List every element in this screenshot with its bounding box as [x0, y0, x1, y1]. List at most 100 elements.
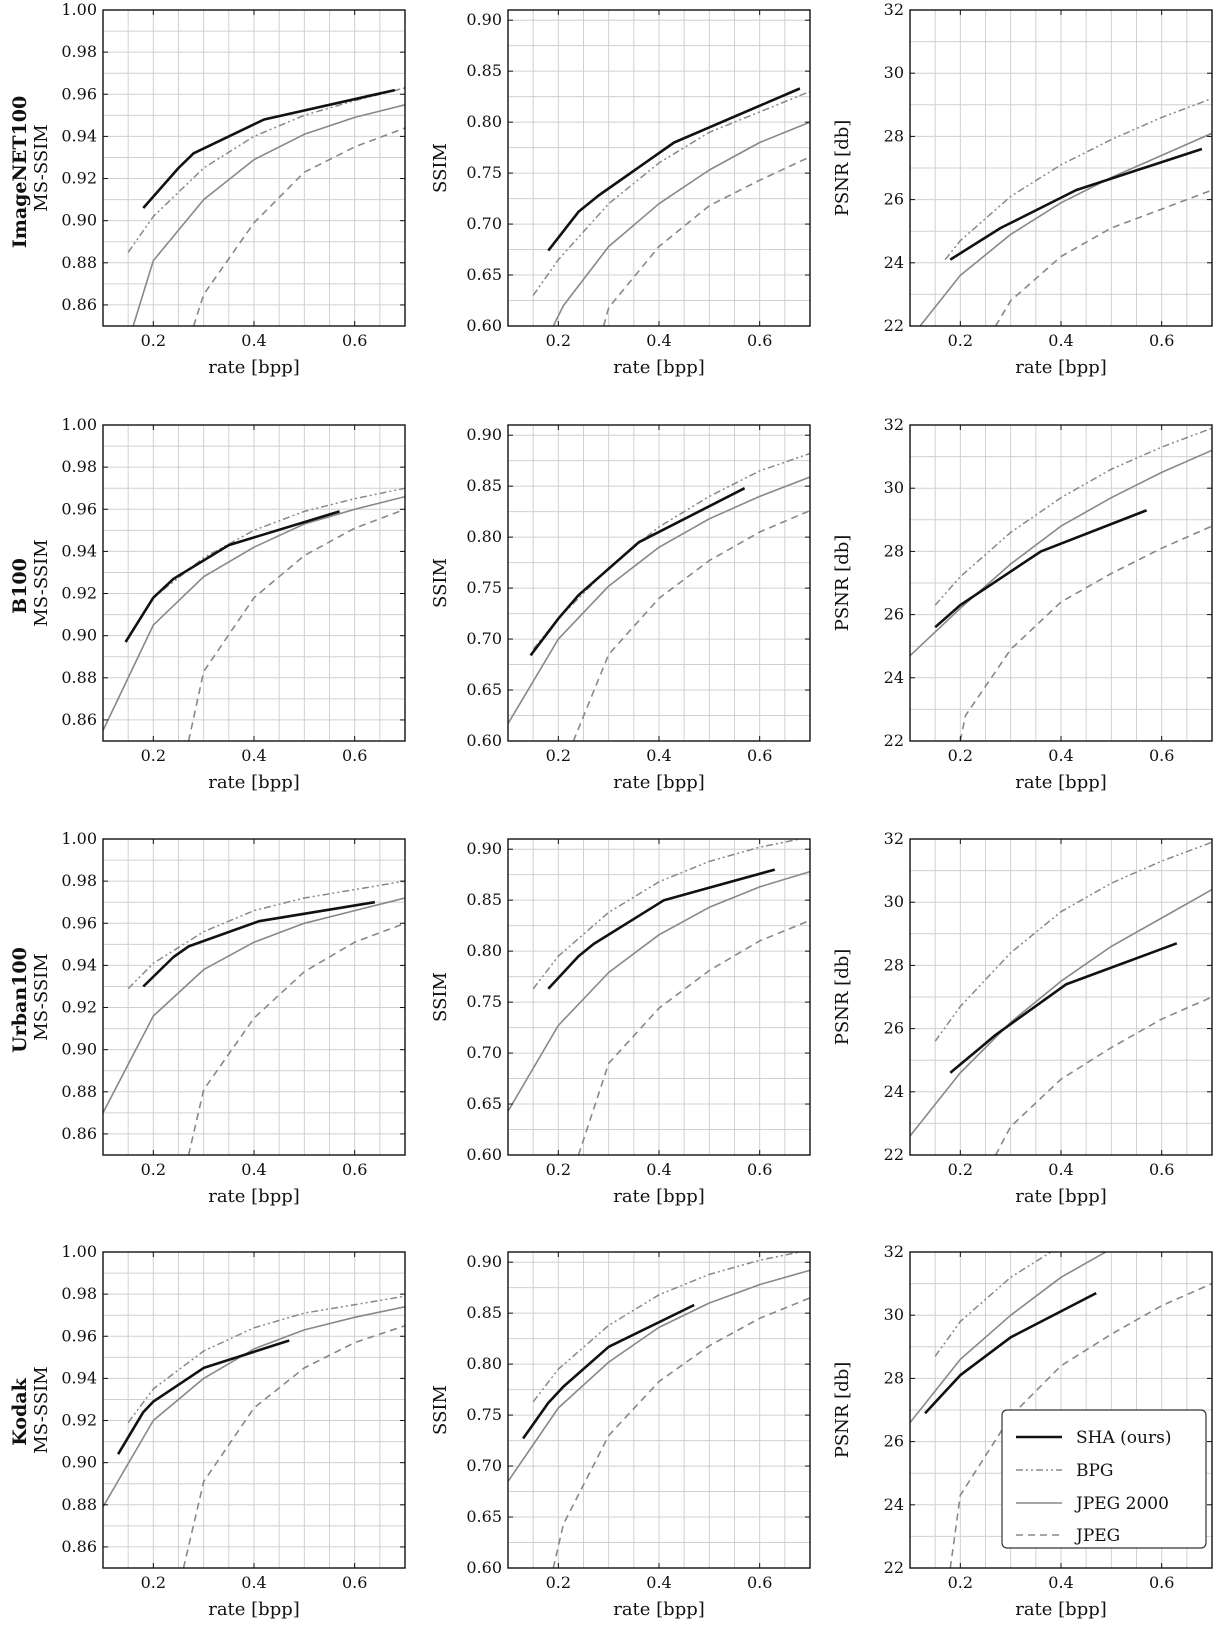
y-tick-label: 0.65: [466, 1507, 502, 1526]
panel-b100-psnr-db: 22 24 26 28 30 32 0.2 0.4 0.6 rate [bpp] PSNR [db]: [832, 415, 1213, 793]
x-tick-label: 0.4: [1048, 331, 1073, 350]
y-tick-label: 22: [884, 731, 904, 750]
y-tick-label: 0.70: [466, 214, 502, 233]
series-line-sha-ours: [949, 147, 1203, 261]
series-line-jpeg-2000: [103, 1306, 405, 1508]
series-group: [508, 839, 810, 1155]
x-tick-label: 0.4: [241, 746, 266, 765]
chart-panels: 0.860.880.900.920.940.960.981.000.2 0.4 0.…: [31, 0, 1213, 1620]
series-line-sha-ours: [547, 868, 776, 990]
y-tick-label: 0.90: [61, 1453, 97, 1472]
series-line-sha-ours: [116, 1339, 290, 1455]
x-tick-label: 0.6: [747, 746, 772, 765]
y-tick-label: 0.96: [61, 913, 97, 932]
series-line-bpg: [934, 427, 1212, 606]
y-tick-label: 0.85: [466, 890, 502, 909]
panel-imagenet100-ms-ssim: 0.86 0.88 0.90 0.92 0.94 0.96 0.98 1.00 0.2 0.4 0.…: [31, 0, 406, 378]
series-line-bpg: [127, 880, 405, 990]
y-tick-label: 0.80: [466, 527, 502, 546]
y-tick-label: 30: [884, 63, 904, 82]
series-line-jpeg-2000: [103, 495, 405, 731]
x-axis-label: rate [bpp]: [1015, 772, 1107, 793]
series-line-jpeg-2000: [552, 121, 810, 326]
y-axis-label: SSIM: [430, 143, 451, 193]
y-tick-label: 0.80: [466, 112, 502, 131]
series-line-jpeg-2000: [508, 870, 810, 1112]
x-tick-label: 0.2: [948, 1573, 973, 1592]
y-tick-label: 0.70: [466, 629, 502, 648]
y-axis-label: SSIM: [430, 972, 451, 1022]
x-tick-label: 0.4: [241, 331, 266, 350]
x-axis-label: rate [bpp]: [208, 357, 300, 378]
panel-b100-ssim: 0.60 0.65 0.70 0.75 0.80 0.85 0.90 0.2 0.4 0.6 rat…: [430, 424, 811, 793]
y-tick-label: 0.98: [61, 457, 97, 476]
y-tick-label: 0.92: [61, 169, 97, 188]
y-tick-label: 26: [884, 1432, 904, 1451]
series-line-sha-ours: [522, 1303, 695, 1440]
y-tick-label: 22: [884, 1558, 904, 1577]
series-line-jpeg-2000: [132, 104, 405, 326]
x-tick-label: 0.4: [1048, 746, 1073, 765]
legend-label-sha: SHA (ours): [1076, 1428, 1171, 1448]
x-tick-label: 0.6: [747, 1573, 772, 1592]
x-axis-label: rate [bpp]: [1015, 357, 1107, 378]
series-group: [103, 487, 405, 741]
series-line-sha-ours: [124, 510, 340, 643]
y-tick-label: 0.86: [61, 295, 97, 314]
series-line-jpeg: [187, 922, 405, 1155]
y-tick-label: 0.60: [466, 316, 502, 335]
x-axis-label: rate [bpp]: [208, 772, 300, 793]
y-axis-label: SSIM: [430, 1385, 451, 1435]
y-tick-label: 0.80: [466, 1354, 502, 1373]
series-line-jpeg: [182, 1324, 405, 1568]
series-line-bpg: [532, 90, 810, 296]
series-group: [910, 427, 1212, 741]
y-axis-label: MS-SSIM: [31, 124, 52, 211]
y-tick-label: 22: [884, 316, 904, 335]
y-tick-label: 0.70: [466, 1456, 502, 1475]
x-axis-label: rate [bpp]: [613, 772, 705, 793]
panel-kodak-ssim: 0.60 0.65 0.70 0.75 0.80 0.85 0.90 0.2 0.4 0.6 rat…: [430, 1251, 811, 1620]
y-tick-label: 0.85: [466, 61, 502, 80]
series-group: [508, 1252, 810, 1568]
x-tick-label: 0.2: [948, 746, 973, 765]
y-tick-label: 0.86: [61, 1124, 97, 1143]
x-tick-label: 0.4: [646, 1160, 671, 1179]
y-tick-label: 24: [884, 1495, 904, 1514]
row-title-kodak: Kodak: [9, 1377, 31, 1445]
x-tick-label: 0.6: [1149, 1573, 1174, 1592]
x-tick-label: 0.6: [747, 1160, 772, 1179]
x-tick-label: 0.6: [1149, 331, 1174, 350]
y-tick-label: 0.94: [61, 1368, 97, 1387]
y-tick-label: 0.85: [466, 1303, 502, 1322]
y-tick-label: 24: [884, 668, 904, 687]
series-line-sha-ours: [142, 900, 376, 988]
y-tick-label: 0.90: [466, 425, 502, 444]
y-tick-label: 0.80: [466, 941, 502, 960]
y-tick-label: 0.86: [61, 1537, 97, 1556]
y-axis-label: PSNR [db]: [832, 949, 853, 1046]
panel-imagenet100-psnr-db: 22 24 26 28 30 32 0.2 0.4 0.6 rate [bpp] PSNR [db]: [832, 0, 1213, 378]
x-axis-label: rate [bpp]: [613, 357, 705, 378]
y-tick-label: 26: [884, 605, 904, 624]
y-tick-label: 30: [884, 892, 904, 911]
x-tick-label: 0.2: [141, 1573, 166, 1592]
series-line-jpeg-2000: [910, 888, 1212, 1137]
x-tick-label: 0.4: [1048, 1573, 1073, 1592]
series-line-sha-ours: [547, 87, 801, 252]
y-tick-label: 0.90: [61, 1040, 97, 1059]
series-line-jpeg: [192, 127, 405, 326]
x-axis-label: rate [bpp]: [1015, 1186, 1107, 1207]
y-tick-label: 0.90: [466, 1252, 502, 1271]
series-line-jpeg: [994, 996, 1212, 1155]
y-axis-label: MS-SSIM: [31, 1366, 52, 1453]
y-axis-label: SSIM: [430, 558, 451, 608]
y-tick-label: 30: [884, 1305, 904, 1324]
legend-label-jpeg: JPEG: [1074, 1526, 1120, 1546]
series-line-jpeg: [187, 508, 405, 741]
series-line-bpg: [532, 1252, 804, 1403]
y-tick-label: 0.88: [61, 668, 97, 687]
x-tick-label: 0.6: [342, 331, 367, 350]
x-tick-label: 0.4: [646, 746, 671, 765]
x-tick-label: 0.4: [646, 1573, 671, 1592]
